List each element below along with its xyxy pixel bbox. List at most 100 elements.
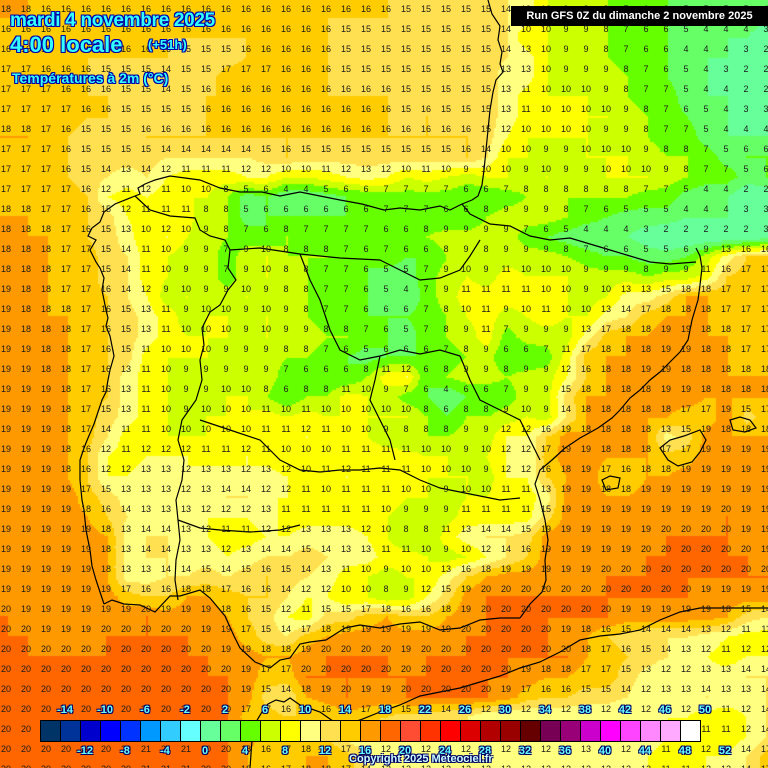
grid-value: 11 <box>121 444 131 454</box>
grid-value: 17 <box>540 444 551 454</box>
grid-value: 11 <box>301 484 311 494</box>
grid-value: 17 <box>580 344 591 354</box>
grid-value: 14 <box>120 504 131 514</box>
grid-value: 20 <box>740 564 751 574</box>
grid-value: 15 <box>340 144 351 154</box>
grid-value: 5 <box>663 244 669 254</box>
grid-value: 15 <box>420 44 431 54</box>
grid-value: 13 <box>520 64 531 74</box>
grid-value: 20 <box>160 664 171 674</box>
grid-value: 14 <box>320 544 331 554</box>
legend-swatch <box>541 721 561 741</box>
legend-swatch <box>41 721 61 741</box>
grid-value: 15 <box>100 244 111 254</box>
grid-value: 20 <box>120 664 131 674</box>
grid-value: 20 <box>720 524 731 534</box>
grid-value: 7 <box>383 244 389 254</box>
grid-value: 11 <box>261 404 271 414</box>
legend-label-top: 14 <box>338 704 352 716</box>
grid-value: 20 <box>96 764 116 768</box>
grid-value: 15 <box>140 84 151 94</box>
grid-value: 15 <box>120 144 131 154</box>
grid-value: 20 <box>200 644 211 654</box>
grid-value: 19 <box>0 404 11 414</box>
grid-value: 16 <box>200 124 211 134</box>
grid-value: 19 <box>40 624 51 634</box>
grid-value: 17 <box>80 264 91 274</box>
grid-value: 10 <box>440 444 451 454</box>
grid-value: 10 <box>160 364 171 374</box>
grid-value: 18 <box>740 364 751 374</box>
grid-value: 10 <box>520 124 531 134</box>
grid-value: 9 <box>523 164 529 174</box>
grid-value: 14 <box>500 44 511 54</box>
grid-value: 10 <box>580 124 591 134</box>
grid-value: 21 <box>160 744 171 754</box>
grid-value: 8 <box>223 224 229 234</box>
grid-value: 10 <box>200 404 211 414</box>
grid-value: 13 <box>120 564 131 574</box>
grid-value: 20 <box>100 684 111 694</box>
grid-value: 17 <box>60 264 71 274</box>
grid-value: 11 <box>401 444 411 454</box>
grid-value: 15 <box>440 64 451 74</box>
grid-value: 20 <box>600 564 611 574</box>
grid-value: 19 <box>40 424 51 434</box>
grid-value: 11 <box>141 344 151 354</box>
grid-value: 11 <box>361 444 371 454</box>
legend-swatch <box>381 721 401 741</box>
grid-value: 19 <box>40 404 51 414</box>
grid-value: 19 <box>740 484 751 494</box>
legend-label-bottom: 48 <box>678 745 692 757</box>
grid-value: 9 <box>243 324 249 334</box>
grid-value: 17 <box>20 144 31 154</box>
grid-value: 7 <box>703 144 709 154</box>
grid-value: 7 <box>663 124 669 134</box>
legend-label-top: 2 <box>221 704 229 716</box>
grid-value: 17 <box>40 104 51 114</box>
grid-value: 19 <box>400 624 411 634</box>
grid-value: 9 <box>623 124 629 134</box>
grid-value: 15 <box>420 4 431 14</box>
grid-value: 6 <box>543 224 549 234</box>
grid-value: 6 <box>763 144 768 154</box>
grid-value: 12 <box>536 764 556 768</box>
grid-value: 20 <box>640 584 651 594</box>
legend-swatch <box>681 721 700 741</box>
grid-value: 11 <box>701 264 711 274</box>
grid-value: 13 <box>120 524 131 534</box>
grid-value: 17 <box>760 344 768 354</box>
grid-value: 16 <box>80 84 91 94</box>
grid-value: 8 <box>323 244 329 254</box>
grid-value: 8 <box>223 204 229 214</box>
grid-value: 19 <box>560 544 571 554</box>
grid-value: 14 <box>700 684 711 694</box>
grid-value: 16 <box>260 564 271 574</box>
grid-value: 19 <box>60 564 71 574</box>
grid-value: 20 <box>480 604 491 614</box>
grid-value: 17 <box>600 324 611 334</box>
grid-value: 12 <box>220 504 231 514</box>
grid-value: 19 <box>580 524 591 534</box>
grid-value: 20 <box>560 584 571 594</box>
legend-label-bottom: -12 <box>77 745 93 757</box>
grid-value: 16 <box>420 104 431 114</box>
legend-label-top: 6 <box>261 704 269 716</box>
grid-value: 20 <box>0 664 11 674</box>
grid-value: 4 <box>723 184 729 194</box>
grid-value: 18 <box>660 404 671 414</box>
grid-value: 12 <box>240 504 251 514</box>
grid-value: 16 <box>460 144 471 154</box>
grid-value: 20 <box>100 664 111 674</box>
grid-value: 18 <box>20 244 31 254</box>
grid-value: 19 <box>20 604 31 614</box>
grid-value: 20 <box>720 544 731 554</box>
grid-value: 7 <box>723 164 729 174</box>
grid-value: 5 <box>363 344 369 354</box>
grid-value: 19 <box>680 484 691 494</box>
grid-value: 19 <box>560 444 571 454</box>
grid-value: 9 <box>183 304 189 314</box>
grid-value: 8 <box>203 204 209 214</box>
parameter-title: Températures à 2m (°C) <box>12 70 169 86</box>
grid-value: 2 <box>743 184 749 194</box>
